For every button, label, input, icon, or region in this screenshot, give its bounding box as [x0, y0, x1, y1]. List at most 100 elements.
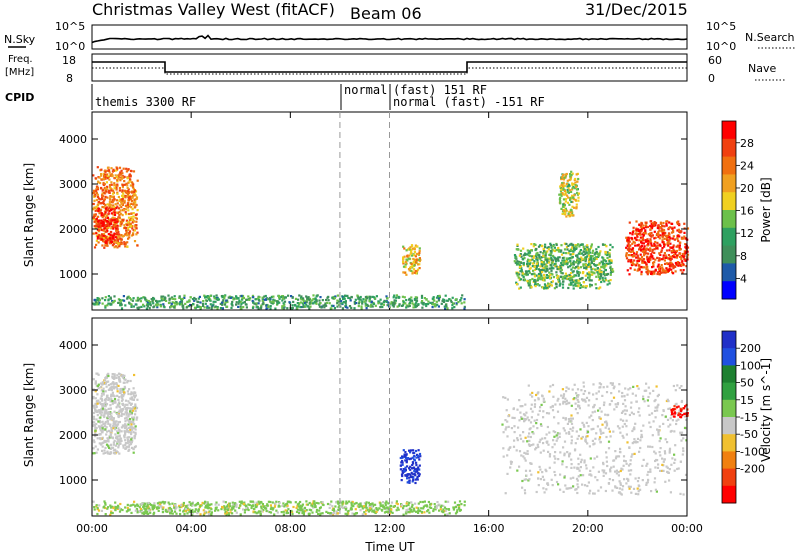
data-cell: [99, 198, 102, 201]
data-cell: [655, 385, 658, 388]
data-cell: [411, 456, 414, 459]
data-cell: [530, 286, 533, 289]
data-cell: [676, 221, 679, 224]
data-cell: [621, 485, 625, 488]
data-cell: [551, 248, 554, 251]
data-cell: [409, 265, 412, 268]
data-cell: [569, 248, 572, 251]
data-cell: [225, 299, 228, 302]
data-cell: [219, 307, 222, 310]
cpid-label: CPID: [5, 91, 34, 104]
data-cell: [119, 220, 122, 223]
data-cell: [548, 285, 551, 288]
data-cell: [437, 299, 440, 302]
data-cell: [591, 267, 594, 270]
data-cell: [543, 283, 547, 286]
data-cell: [136, 179, 139, 182]
data-cell: [127, 392, 130, 396]
data-cell: [684, 259, 687, 262]
data-cell: [109, 407, 112, 410]
data-cell: [678, 263, 681, 267]
data-cell: [516, 437, 519, 440]
data-cell: [607, 427, 610, 430]
data-cell: [639, 253, 642, 256]
data-cell: [113, 222, 116, 225]
data-cell: [619, 492, 622, 495]
data-cell: [682, 447, 685, 450]
data-cell: [102, 425, 105, 428]
data-cell: [113, 224, 116, 227]
data-cell: [113, 208, 116, 211]
data-cell: [589, 246, 593, 249]
data-cell: [239, 300, 242, 304]
data-cell: [409, 468, 412, 471]
data-cell: [635, 238, 638, 242]
data-cell: [350, 296, 353, 299]
data-cell: [649, 257, 652, 260]
data-cell: [463, 307, 466, 310]
data-cell: [568, 283, 571, 286]
data-cell: [610, 259, 613, 262]
data-cell: [193, 306, 197, 309]
data-cell: [418, 473, 421, 476]
data-cell: [680, 411, 683, 414]
data-cell: [115, 222, 118, 225]
data-cell: [100, 168, 103, 171]
data-cell: [678, 224, 681, 227]
data-cell: [658, 265, 661, 268]
data-cell: [529, 427, 532, 430]
data-cell: [555, 248, 558, 252]
data-cell: [570, 414, 573, 417]
data-cell: [559, 267, 562, 270]
data-cell: [507, 415, 510, 418]
data-cell: [101, 381, 104, 384]
data-cell: [514, 255, 517, 258]
data-cell: [130, 441, 133, 444]
data-cell: [131, 416, 134, 419]
data-cell: [625, 252, 628, 255]
data-cell: [559, 488, 562, 491]
data-cell: [110, 385, 113, 388]
data-cell: [638, 239, 641, 242]
data-cell: [509, 446, 512, 449]
data-cell: [536, 283, 539, 286]
data-cell: [588, 275, 591, 278]
data-cell: [305, 503, 308, 506]
data-cell: [95, 198, 98, 202]
data-cell: [592, 271, 595, 274]
data-cell: [417, 454, 420, 458]
data-cell: [607, 413, 610, 416]
data-cell: [111, 192, 115, 195]
data-cell: [531, 395, 534, 398]
data-cell: [583, 258, 586, 261]
data-cell: [128, 388, 131, 391]
data-cell: [666, 234, 669, 237]
data-cell: [135, 196, 139, 199]
data-cell: [149, 511, 152, 514]
cpid-strip: CPID themis 3300 RF normal (fast) 151 RF…: [5, 83, 545, 110]
data-cell: [657, 393, 660, 396]
data-cell: [527, 384, 530, 387]
data-cell: [649, 224, 652, 228]
data-cell: [599, 271, 602, 274]
data-cell: [630, 264, 633, 267]
data-cell: [675, 422, 678, 426]
data-cell: [536, 258, 539, 261]
data-cell: [595, 275, 598, 278]
data-cell: [97, 433, 100, 436]
data-cell: [214, 300, 217, 303]
data-cell: [577, 266, 580, 269]
data-cell: [607, 482, 611, 485]
data-cell: [261, 298, 264, 301]
data-cell: [94, 380, 97, 383]
data-cell: [642, 227, 645, 230]
data-cell: [444, 294, 447, 297]
data-cell: [405, 249, 408, 252]
data-cell: [100, 238, 103, 241]
data-cell: [607, 440, 611, 443]
data-cell: [559, 250, 562, 253]
data-cell: [242, 306, 245, 309]
data-cell: [592, 492, 595, 495]
data-cell: [136, 504, 140, 507]
data-cell: [110, 238, 113, 241]
